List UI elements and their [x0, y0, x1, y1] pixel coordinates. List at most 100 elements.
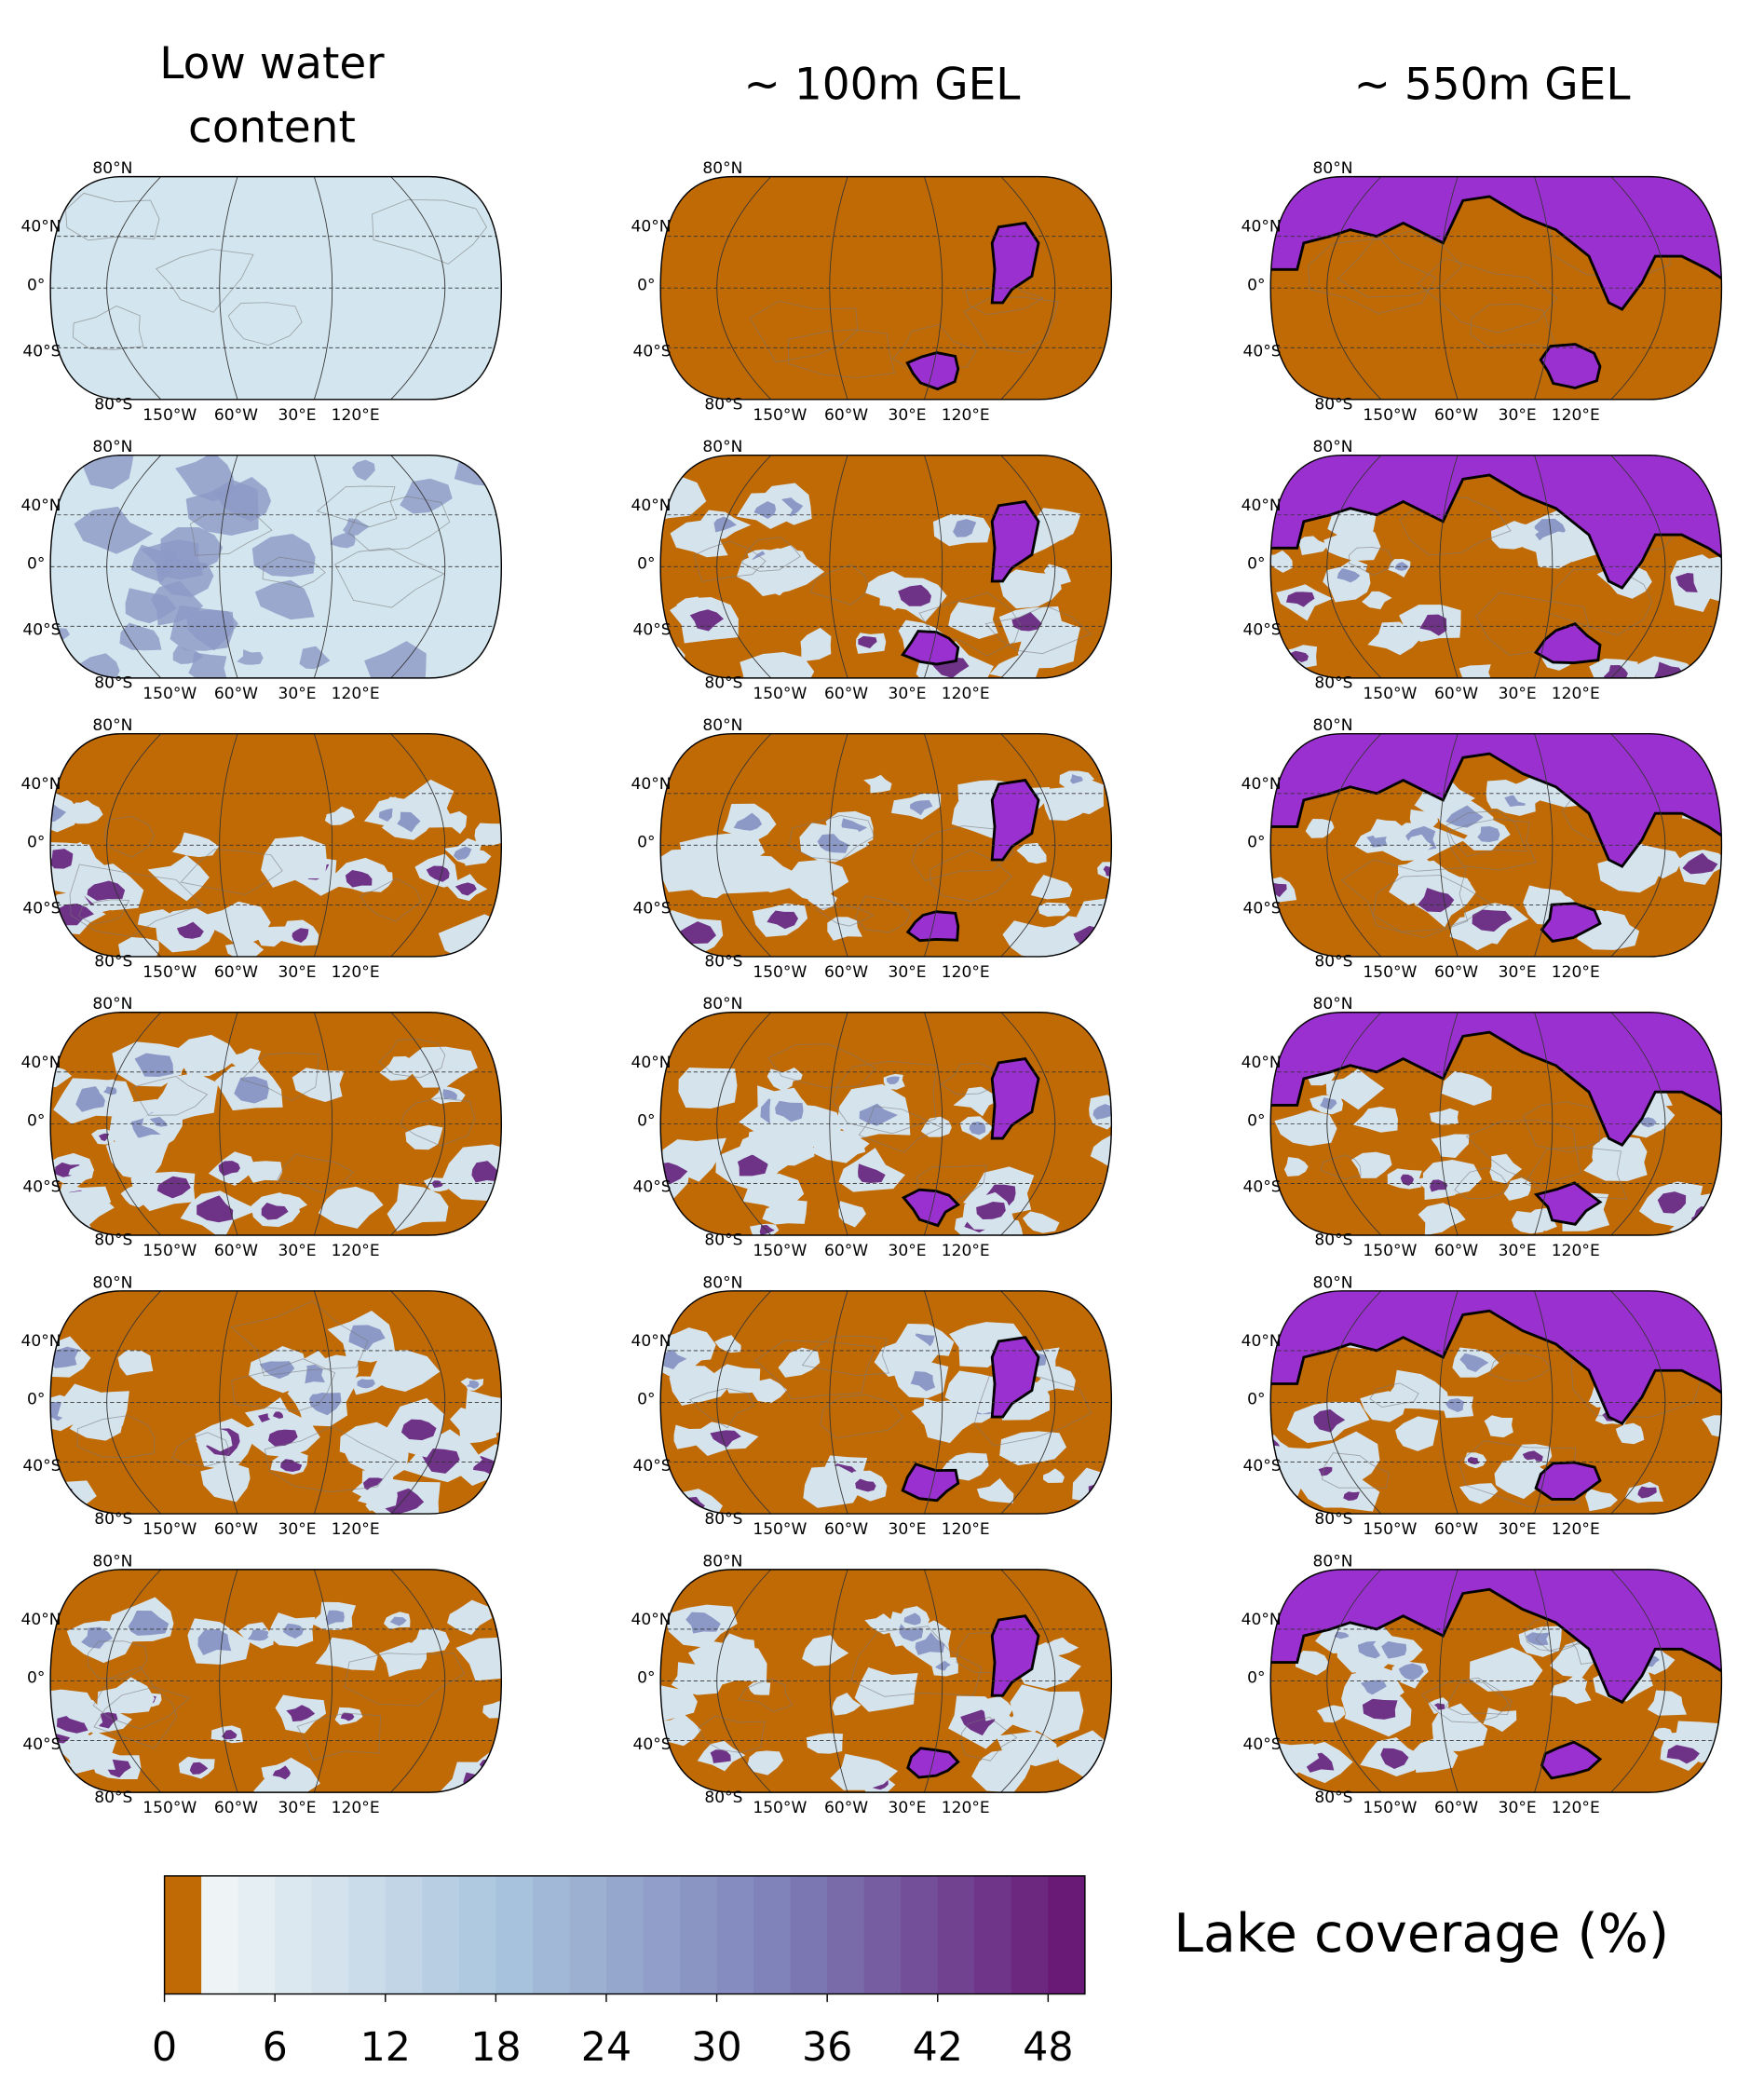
colorbar-bin: [237, 1875, 276, 1994]
lake: [990, 221, 1040, 305]
lake-core: [660, 1162, 688, 1185]
colorbar-bin: [1011, 1875, 1049, 1994]
contour: [103, 815, 155, 858]
colorbar-tick-label: 12: [360, 2024, 411, 2071]
lake-core: [910, 800, 933, 816]
lat-label: 40°S: [632, 1735, 671, 1754]
colorbar-tick-label: 6: [263, 2024, 288, 2071]
lake-blob: [292, 1068, 345, 1103]
meridian: [1326, 1012, 1382, 1236]
meridian: [1000, 733, 1056, 957]
contour: [929, 849, 1012, 903]
map-body: [660, 176, 1112, 400]
lake-blob: [669, 1365, 731, 1406]
contour: [93, 1686, 178, 1749]
meridian: [1439, 1012, 1459, 1236]
lake-core: [1467, 1456, 1480, 1465]
lake-blob: [261, 836, 328, 888]
lake-blob: [1693, 556, 1722, 602]
lake-blob: [673, 1424, 704, 1449]
lake-core: [455, 882, 477, 896]
lake-blob: [454, 455, 502, 487]
lake-blob: [174, 1034, 239, 1078]
lake-blob: [660, 644, 685, 669]
lake-core: [969, 1122, 986, 1136]
lat-label: 80°N: [702, 995, 742, 1013]
lake-blob: [803, 1465, 861, 1508]
lake-core: [102, 1086, 117, 1095]
colorbar-bin: [790, 1875, 828, 1994]
contour: [973, 1375, 1092, 1447]
lake-blob: [1090, 1132, 1112, 1172]
lat-label: 40°S: [22, 1178, 61, 1197]
meridian: [1439, 1290, 1459, 1515]
map-body: [660, 455, 1112, 678]
lat-label: 80°S: [1314, 1789, 1352, 1807]
meridian: [1439, 1569, 1459, 1793]
lon-label: 120°E: [942, 1520, 990, 1539]
lake-blob: [1316, 1705, 1346, 1723]
meridian: [219, 1569, 238, 1793]
meridian: [1439, 455, 1459, 678]
lat-label: 40°N: [20, 1332, 61, 1351]
lat-label: 80°S: [1314, 1231, 1352, 1250]
lake-core: [292, 928, 309, 943]
lat-label: 80°S: [94, 674, 132, 693]
contour: [832, 1060, 938, 1135]
meridian: [1610, 455, 1666, 678]
lon-label: 60°W: [1434, 1799, 1478, 1817]
lat-label: 40°N: [631, 775, 672, 794]
lake-blob: [378, 1641, 427, 1678]
lat-label: 80°S: [94, 396, 132, 415]
colorbar-bin: [716, 1875, 754, 1994]
lake-core: [156, 1176, 191, 1199]
map-panel: 80°N 40°N 0° 40°S 80°S 150°W 60°W 30°E 120°E: [631, 438, 1113, 703]
contour: [1348, 547, 1393, 576]
contour: [854, 895, 912, 933]
lon-label: 120°E: [1552, 685, 1600, 703]
meridian: [313, 1290, 333, 1515]
lake-blob: [352, 459, 375, 481]
lake-blob: [50, 1693, 69, 1713]
lat-label: 80°S: [94, 1231, 132, 1250]
lon-label: 30°E: [278, 1520, 316, 1539]
lon-label: 30°E: [1499, 406, 1537, 425]
lake-core: [50, 804, 67, 823]
lake-blob: [1270, 550, 1293, 573]
colorbar-bin: [164, 1875, 202, 1994]
lat-label: 0°: [637, 554, 655, 573]
lake-blob: [196, 1428, 233, 1452]
lake-blob: [358, 1483, 398, 1510]
lake-blob: [1030, 875, 1073, 900]
lon-label: 150°W: [753, 1799, 807, 1817]
lake-blob: [1043, 635, 1077, 657]
lon-label: 120°E: [1552, 1520, 1600, 1539]
lat-label: 40°N: [20, 218, 61, 237]
contour: [1488, 1352, 1552, 1381]
contour: [1454, 1167, 1508, 1200]
lake: [901, 1188, 961, 1228]
lat-label: 80°N: [1312, 716, 1352, 735]
map-panel: 80°N 40°N 0° 40°S 80°S 150°W 60°W 30°E 120°E: [1242, 1552, 1723, 1817]
lake-blob: [251, 533, 316, 578]
lake-blob: [976, 1477, 1014, 1503]
lon-label: 120°E: [332, 1520, 380, 1539]
ocean: [1270, 1569, 1722, 1705]
meridian: [716, 1290, 772, 1515]
contour: [984, 605, 1092, 655]
lake-blob: [105, 1136, 171, 1182]
lon-label: 30°E: [278, 406, 316, 425]
lake-blob: [330, 532, 356, 549]
meridian: [924, 1290, 943, 1515]
contour: [87, 1640, 148, 1680]
lake-blob: [171, 832, 219, 858]
lake-blob: [447, 1599, 493, 1636]
lon-label: 120°E: [942, 1242, 990, 1260]
contour: [1307, 238, 1437, 315]
colorbar-bin: [348, 1875, 387, 1994]
lon-label: 30°E: [1499, 963, 1537, 982]
meridian: [716, 455, 772, 678]
colorbar-bin: [605, 1875, 644, 1994]
lake-blob: [1523, 888, 1569, 917]
